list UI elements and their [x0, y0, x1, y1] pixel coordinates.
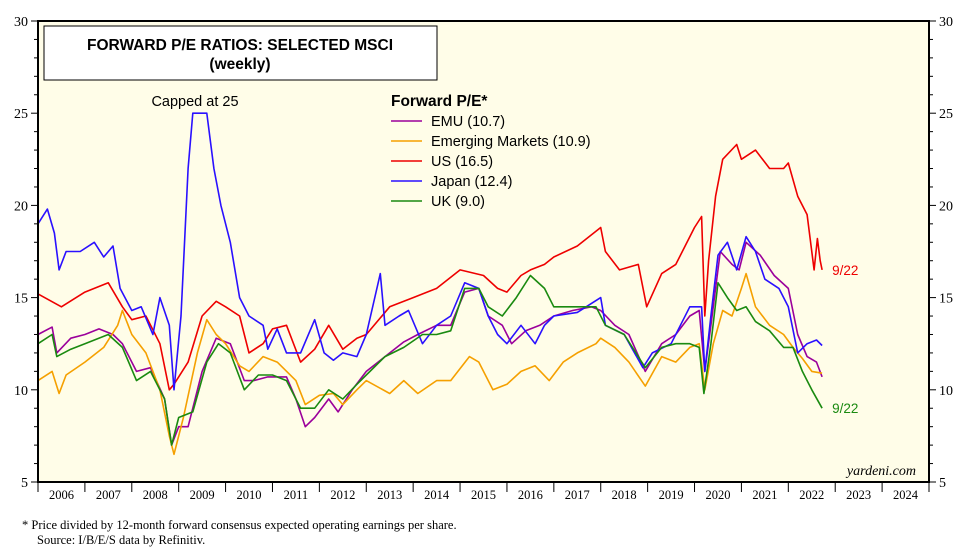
x-tick-label: 2006: [49, 488, 74, 502]
y-tick-label-right: 25: [939, 107, 953, 122]
y-tick-label-right: 15: [939, 292, 953, 307]
legend-label: UK (9.0): [431, 194, 485, 210]
end-date-label: 9/22: [832, 263, 858, 278]
x-tick-label: 2012: [330, 488, 355, 502]
series-line-emerging-markets: [37, 272, 823, 456]
x-tick-label: 2016: [518, 488, 543, 502]
chart-title: FORWARD P/E RATIOS: SELECTED MSCI: [87, 37, 393, 54]
series-line-uk: [37, 274, 823, 446]
y-tick-label-right: 5: [939, 476, 946, 491]
x-tick-label: 2009: [190, 488, 215, 502]
y-tick-label-left: 20: [14, 199, 28, 214]
footnote-definition: * Price divided by 12-month forward cons…: [22, 518, 457, 532]
legend-label: US (16.5): [431, 154, 493, 170]
x-tick-label: 2019: [659, 488, 684, 502]
series-line-japan: [37, 112, 823, 391]
legend-label: Japan (12.4): [431, 174, 512, 190]
y-tick-label-left: 15: [14, 292, 28, 307]
legend-label: EMU (10.7): [431, 114, 505, 130]
x-tick-label: 2011: [284, 488, 309, 502]
y-tick-label-left: 25: [14, 107, 28, 122]
x-tick-label: 2024: [893, 488, 919, 502]
x-tick-label: 2008: [143, 488, 168, 502]
x-tick-label: 2013: [377, 488, 402, 502]
x-tick-label: 2014: [424, 488, 450, 502]
x-tick-label: 2007: [96, 488, 121, 502]
plot-frame: [37, 20, 930, 483]
x-tick-label: 2017: [565, 488, 590, 502]
x-tick-label: 2023: [846, 488, 871, 502]
y-tick-label-right: 30: [939, 15, 953, 30]
footnote-source: Source: I/B/E/S data by Refinitiv.: [37, 533, 206, 547]
legend-label: Emerging Markets (10.9): [431, 134, 591, 150]
x-tick-label: 2015: [471, 488, 496, 502]
plot-background: [38, 21, 929, 482]
title-box: [43, 25, 438, 81]
y-tick-label-left: 10: [14, 384, 28, 399]
x-tick-label: 2021: [752, 488, 777, 502]
x-tick-label: 2010: [237, 488, 262, 502]
watermark: yardeni.com: [845, 464, 916, 479]
legend-title: Forward P/E*: [391, 93, 488, 110]
x-tick-label: 2022: [799, 488, 824, 502]
cap-annotation: Capped at 25: [151, 94, 238, 110]
y-tick-label-left: 5: [21, 476, 28, 491]
x-tick-label: 2018: [612, 488, 637, 502]
y-tick-label-right: 20: [939, 199, 953, 214]
y-tick-label-left: 30: [14, 15, 28, 30]
series-line-us: [37, 143, 823, 391]
x-tick-label: 2020: [705, 488, 730, 502]
end-date-label: 9/22: [832, 401, 858, 416]
y-tick-label-right: 10: [939, 384, 953, 399]
chart-subtitle: (weekly): [209, 56, 270, 73]
